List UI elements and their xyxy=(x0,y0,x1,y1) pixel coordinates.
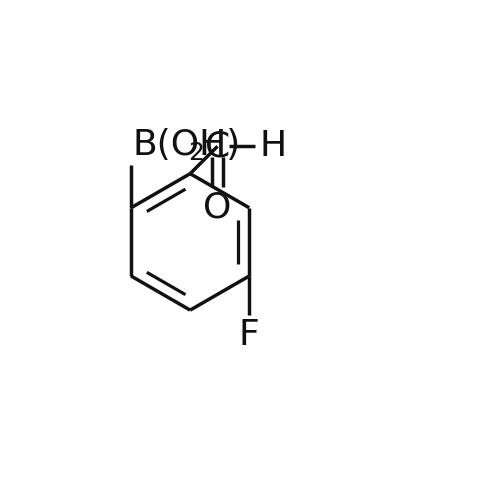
Text: C: C xyxy=(205,129,230,163)
Text: F: F xyxy=(239,319,260,353)
Text: O: O xyxy=(204,191,232,225)
Text: B(OH): B(OH) xyxy=(133,128,241,162)
Text: H: H xyxy=(260,129,287,163)
Text: 2: 2 xyxy=(188,141,204,165)
